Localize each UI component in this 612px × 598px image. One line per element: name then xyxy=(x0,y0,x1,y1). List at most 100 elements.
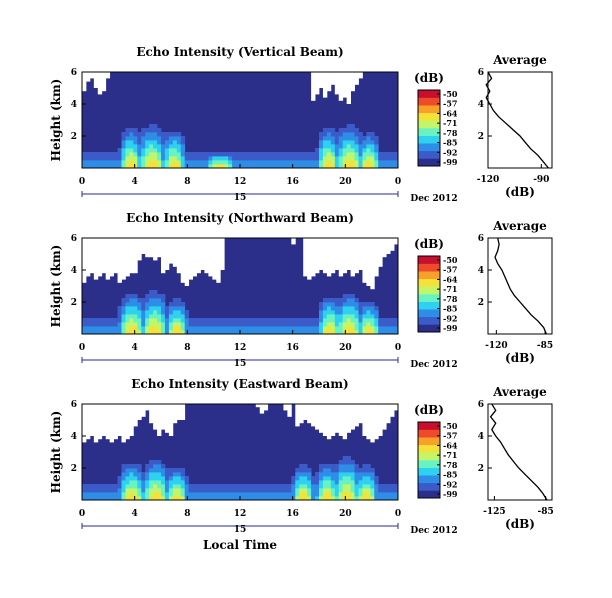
missing-data-cell xyxy=(133,238,138,274)
heatmap-cell xyxy=(137,484,142,489)
heatmap-cell xyxy=(378,496,383,501)
heatmap-cell xyxy=(370,488,375,493)
missing-data-cell xyxy=(326,72,332,92)
heatmap-cell xyxy=(346,152,351,157)
missing-data-cell xyxy=(382,404,387,430)
heatmap-cell xyxy=(121,152,126,157)
heatmap-cell xyxy=(243,330,249,335)
heatmap-cell xyxy=(295,480,300,485)
heatmap-cell xyxy=(326,496,332,501)
heatmap-cell xyxy=(125,148,130,153)
heatmap-cell xyxy=(164,136,170,141)
heatmap-cell xyxy=(149,318,154,323)
colorbar-swatch xyxy=(418,271,440,280)
heatmap-cell xyxy=(283,322,288,327)
heatmap-cell xyxy=(129,496,134,501)
heatmap-cell xyxy=(125,318,130,323)
heatmap-cell xyxy=(279,322,284,327)
heatmap-cell xyxy=(358,140,363,145)
heatmap-cell xyxy=(141,330,146,335)
heatmap-cell xyxy=(330,132,336,137)
heatmap-cell xyxy=(334,492,340,497)
heatmap-cell xyxy=(330,326,336,331)
heatmap-cell xyxy=(255,496,261,501)
heatmap-cell xyxy=(354,140,359,145)
heatmap-cell xyxy=(326,306,332,311)
heatmap-cell xyxy=(157,306,162,311)
missing-data-cell xyxy=(109,238,114,277)
heatmap-cell xyxy=(192,484,197,489)
heatmap-cell xyxy=(354,322,359,327)
colorbar-tick-label: -71 xyxy=(443,450,457,460)
heatmap-cell xyxy=(161,144,166,149)
heatmap-cell xyxy=(366,492,371,497)
heatmap-cell xyxy=(322,480,328,485)
heatmap-cell xyxy=(259,330,265,335)
missing-data-cell xyxy=(311,72,316,101)
heatmap-cell xyxy=(374,330,379,335)
heatmap-cell xyxy=(275,322,280,327)
heatmap-cell xyxy=(216,484,221,489)
heatmap-cell xyxy=(279,318,284,323)
heatmap-cell xyxy=(251,484,257,489)
heatmap-cell xyxy=(311,322,316,327)
heatmap-cell xyxy=(358,132,363,137)
heatmap-cell xyxy=(149,488,154,493)
heatmap-cell xyxy=(283,488,288,493)
heatmap-cell xyxy=(153,160,158,165)
average-frame xyxy=(487,237,553,335)
colorbar-swatch xyxy=(418,309,440,318)
heatmap-cell xyxy=(247,164,253,169)
heatmap-cell xyxy=(311,476,316,481)
missing-data-cell xyxy=(370,238,375,290)
x-tick-label: 4 xyxy=(132,177,138,187)
heatmap-cell xyxy=(157,472,162,477)
x-tick-label: 0 xyxy=(79,343,85,353)
heatmap-cell xyxy=(350,132,355,137)
colorbar-tick-label: -50 xyxy=(443,89,458,99)
average-title: Average xyxy=(492,385,547,399)
heatmap-cell xyxy=(370,492,375,497)
heatmap-cell xyxy=(350,310,355,315)
heatmap-cell xyxy=(346,302,351,307)
heatmap-cell xyxy=(330,148,336,153)
heatmap-cell xyxy=(172,160,178,165)
heatmap-cell xyxy=(350,464,355,469)
colorbar-swatch xyxy=(418,475,440,484)
heatmap-cell xyxy=(358,318,363,323)
heatmap-cell xyxy=(366,160,371,165)
missing-data-cell xyxy=(82,238,87,283)
heatmap-cell xyxy=(172,140,178,145)
heatmap-cell xyxy=(153,488,158,493)
x-tick-label: 12 xyxy=(234,177,247,187)
heatmap-cell xyxy=(354,156,359,161)
missing-data-cell xyxy=(295,404,300,427)
missing-data-cell xyxy=(153,238,158,261)
heatmap-cell xyxy=(240,488,245,493)
heatmap-cell xyxy=(307,496,312,501)
heatmap-cell xyxy=(212,160,217,165)
x-tick-label: 8 xyxy=(184,177,190,187)
heatmap-cell xyxy=(315,152,320,157)
heatmap-cell xyxy=(168,152,174,157)
missing-data-cell xyxy=(145,238,150,258)
heatmap-cell xyxy=(133,468,138,473)
heatmap-cell xyxy=(390,152,395,157)
heatmap-cell xyxy=(354,464,359,469)
heatmap-cell xyxy=(232,156,237,161)
heatmap-cell xyxy=(338,156,344,161)
missing-data-cell xyxy=(322,72,328,98)
heatmap-cell xyxy=(129,314,134,319)
heatmap-cell xyxy=(188,318,193,323)
heatmap-cell xyxy=(342,144,348,149)
heatmap-cell xyxy=(149,476,154,481)
heatmap-cell xyxy=(137,464,142,469)
heatmap-cell xyxy=(346,330,351,335)
heatmap-cell xyxy=(200,496,205,501)
missing-data-cell xyxy=(334,72,340,95)
heatmap-cell xyxy=(311,488,316,493)
heatmap-cell xyxy=(326,326,332,331)
heatmap-cell xyxy=(180,302,186,307)
heatmap-cell xyxy=(97,156,103,161)
heatmap-cell xyxy=(382,326,387,331)
